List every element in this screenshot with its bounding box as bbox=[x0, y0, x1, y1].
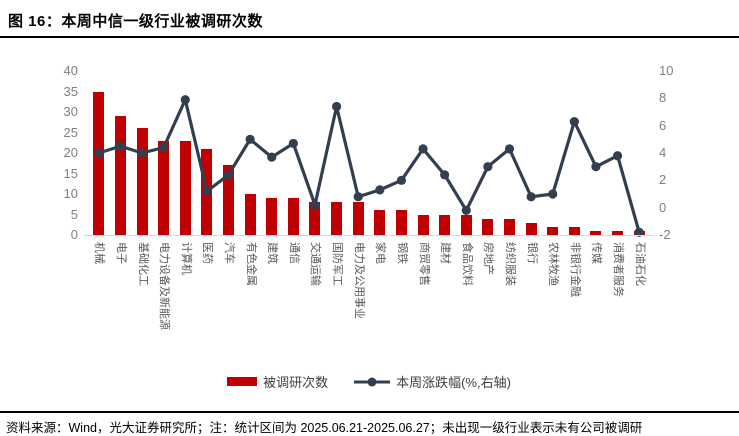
line-point-国防军工 bbox=[331, 101, 342, 112]
x-axis-line bbox=[84, 235, 654, 236]
line-point-商贸零售 bbox=[418, 144, 428, 154]
x-label-建筑: 建筑 bbox=[266, 242, 279, 264]
figure-title: 图 16：本周中信一级行业被调研次数 bbox=[8, 13, 263, 30]
left-axis-tick: 20 bbox=[63, 145, 78, 160]
bar-汽车 bbox=[223, 165, 234, 235]
bar-机械 bbox=[93, 91, 105, 235]
line-point-非银行金融 bbox=[569, 116, 579, 127]
x-label-消费者服务: 消费者服务 bbox=[612, 242, 625, 297]
x-label-电力及公用事业: 电力及公用事业 bbox=[352, 242, 365, 319]
left-axis-tick: 40 bbox=[63, 63, 78, 78]
right-axis-tick: -2 bbox=[659, 227, 671, 242]
left-axis-tick: 30 bbox=[63, 104, 78, 119]
legend: 被调研次数 本周涨跌幅(%,右轴) bbox=[88, 372, 650, 391]
left-axis-tick: 5 bbox=[70, 206, 78, 222]
line-point-纺织服装 bbox=[504, 144, 515, 154]
bar-医药 bbox=[201, 148, 213, 235]
x-label-电子: 电子 bbox=[114, 242, 127, 264]
x-label-交通运输: 交通运输 bbox=[309, 242, 322, 286]
x-label-石油石化: 石油石化 bbox=[633, 242, 646, 286]
x-label-食品饮料: 食品饮料 bbox=[460, 242, 473, 286]
bar-电力及公用事业 bbox=[352, 202, 364, 235]
left-axis-tick: 15 bbox=[63, 165, 78, 181]
bar-食品饮料 bbox=[460, 214, 472, 235]
legend-item-bars: 被调研次数 bbox=[227, 372, 328, 391]
legend-item-line: 本周涨跌幅(%,右轴) bbox=[354, 372, 511, 391]
x-label-纺织服装: 纺织服装 bbox=[504, 242, 516, 286]
left-axis-tick: 25 bbox=[63, 124, 78, 140]
x-label-通信: 通信 bbox=[287, 242, 300, 264]
bar-钢铁 bbox=[395, 210, 407, 235]
line-point-建筑 bbox=[267, 152, 277, 162]
bar-消费者服务 bbox=[612, 230, 624, 235]
bar-农林牧渔 bbox=[547, 226, 559, 235]
legend-line-label: 本周涨跌幅(%,右轴) bbox=[396, 375, 511, 390]
bar-房地产 bbox=[482, 218, 494, 235]
x-label-传媒: 传媒 bbox=[590, 242, 603, 264]
left-axis-tick: 35 bbox=[63, 83, 78, 99]
bar-商贸零售 bbox=[417, 214, 429, 235]
footer-divider bbox=[0, 411, 739, 413]
legend-bars-label: 被调研次数 bbox=[263, 375, 329, 390]
bar-电子 bbox=[114, 116, 126, 235]
bar-有色金属 bbox=[244, 194, 256, 235]
line-point-农林牧渔 bbox=[548, 189, 558, 199]
right-axis-tick: 0 bbox=[659, 199, 667, 215]
x-label-基础化工: 基础化工 bbox=[136, 242, 149, 286]
line-point-银行 bbox=[526, 192, 536, 202]
x-label-建材: 建材 bbox=[439, 242, 452, 264]
right-axis-tick: 8 bbox=[659, 90, 667, 106]
bar-国防军工 bbox=[331, 202, 343, 235]
line-point-消费者服务 bbox=[612, 151, 623, 161]
bar-家电 bbox=[374, 210, 386, 235]
bar-银行 bbox=[525, 222, 537, 235]
title-divider bbox=[0, 36, 739, 38]
line-series bbox=[94, 94, 644, 237]
bar-swatch-icon bbox=[227, 377, 258, 386]
x-label-计算机: 计算机 bbox=[179, 242, 192, 275]
line-point-有色金属 bbox=[245, 134, 255, 144]
right-axis-tick: 10 bbox=[659, 63, 674, 78]
x-label-非银行金融: 非银行金融 bbox=[568, 242, 581, 297]
right-axis-tick: 6 bbox=[659, 117, 667, 133]
line-marker-icon bbox=[354, 377, 391, 386]
x-label-有色金属: 有色金属 bbox=[244, 242, 257, 286]
line-point-建材 bbox=[440, 170, 450, 180]
bar-建材 bbox=[439, 214, 451, 235]
right-axis-tick: 2 bbox=[659, 172, 667, 188]
bar-电力设备及新能源 bbox=[158, 140, 170, 235]
bar-建筑 bbox=[266, 198, 278, 235]
line-point-家电 bbox=[375, 185, 385, 195]
bar-计算机 bbox=[179, 140, 191, 235]
x-label-医药: 医药 bbox=[201, 242, 214, 264]
left-axis-tick: 0 bbox=[70, 227, 78, 242]
x-label-国防军工: 国防军工 bbox=[331, 242, 344, 286]
left-axis-tick: 10 bbox=[63, 186, 78, 201]
x-label-房地产: 房地产 bbox=[482, 242, 495, 275]
line-point-电力及公用事业 bbox=[353, 192, 363, 202]
x-label-商贸零售: 商贸零售 bbox=[417, 242, 430, 286]
bar-通信 bbox=[287, 198, 299, 235]
x-label-家电: 家电 bbox=[374, 242, 387, 264]
source-note: 资料来源：Wind，光大证券研究所；注：统计区间为 2025.06.21-202… bbox=[6, 421, 643, 435]
x-label-钢铁: 钢铁 bbox=[395, 242, 408, 264]
line-point-传媒 bbox=[591, 162, 601, 172]
line-point-钢铁 bbox=[396, 175, 407, 185]
x-label-农林牧渔: 农林牧渔 bbox=[547, 242, 560, 286]
line-point-计算机 bbox=[180, 95, 190, 105]
x-label-电力设备及新能源: 电力设备及新能源 bbox=[158, 242, 171, 330]
x-label-银行: 银行 bbox=[525, 242, 538, 264]
line-point-房地产 bbox=[483, 162, 493, 172]
line-point-通信 bbox=[288, 138, 298, 149]
x-label-汽车: 汽车 bbox=[223, 242, 235, 264]
bar-交通运输 bbox=[309, 202, 321, 235]
combo-chart: 0 5 10 15 20 25 30 35 40 -2 0 2 4 6 8 10 机械 电子 基础化工 电力设备及… bbox=[0, 40, 739, 400]
bar-非银行金融 bbox=[568, 226, 580, 235]
x-label-机械: 机械 bbox=[93, 242, 106, 264]
bar-纺织服装 bbox=[504, 218, 515, 235]
bar-基础化工 bbox=[136, 128, 148, 235]
bar-传媒 bbox=[590, 230, 602, 235]
right-axis-tick: 4 bbox=[659, 145, 667, 160]
